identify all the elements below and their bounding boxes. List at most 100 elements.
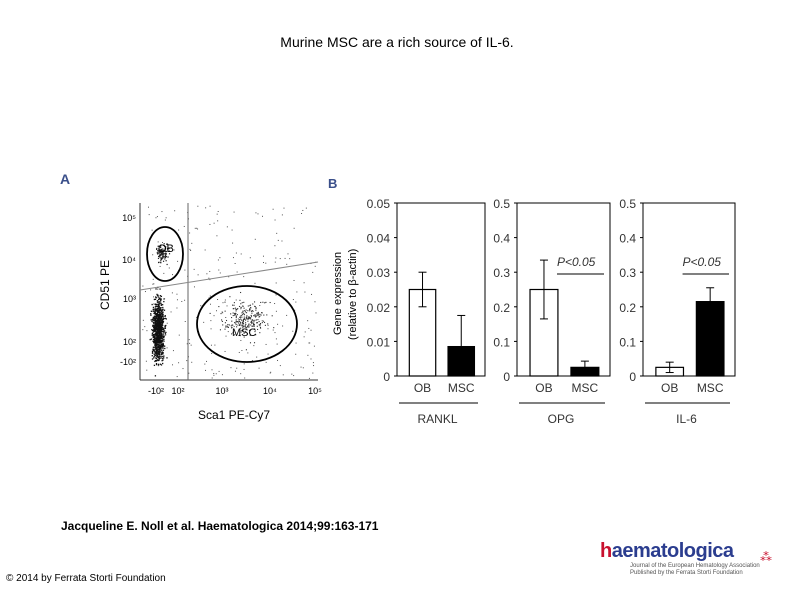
dotplot-event bbox=[159, 296, 161, 298]
dotplot-event bbox=[249, 342, 252, 344]
dotplot-event bbox=[248, 316, 250, 318]
dotplot-event bbox=[224, 310, 226, 312]
dotplot-event bbox=[239, 324, 241, 326]
dotplot-event bbox=[264, 324, 266, 326]
chart-frame bbox=[642, 202, 736, 377]
dotplot-event bbox=[254, 282, 256, 284]
dotplot bbox=[139, 203, 318, 381]
dotplot-event bbox=[155, 288, 157, 290]
dotplot-event bbox=[191, 361, 193, 363]
dotplot-event bbox=[155, 362, 158, 365]
dotplot-event bbox=[231, 320, 233, 322]
dotplot-event bbox=[262, 320, 264, 322]
dotplot-event bbox=[164, 315, 166, 317]
dotplot-event bbox=[172, 364, 174, 366]
dotplot-event bbox=[157, 241, 159, 243]
dotplot-event bbox=[235, 315, 237, 317]
dotplot-event bbox=[250, 321, 252, 323]
dotplot-event bbox=[301, 212, 303, 214]
dotplot-event bbox=[158, 359, 160, 361]
dotplot-event bbox=[156, 319, 159, 321]
dotplot-event bbox=[161, 353, 164, 355]
dotplot-event bbox=[145, 360, 147, 362]
dotplot-event bbox=[152, 319, 155, 321]
dotplot-event bbox=[165, 251, 167, 253]
dotplot-event bbox=[267, 323, 269, 325]
dotplot-event bbox=[313, 365, 315, 367]
dotplot-event bbox=[162, 320, 164, 323]
dotplot-event bbox=[156, 350, 158, 352]
dotplot-event bbox=[155, 360, 157, 362]
dotplot-event bbox=[164, 333, 166, 335]
ytick-label: 0.01 bbox=[367, 335, 391, 349]
dotplot-event bbox=[194, 227, 196, 229]
dotplot-event bbox=[236, 367, 238, 369]
dotplot-event bbox=[158, 314, 160, 316]
dotplot-event bbox=[153, 357, 155, 359]
dotplot-event bbox=[155, 343, 157, 345]
dotplot-event bbox=[187, 275, 189, 277]
bar-msc bbox=[570, 366, 600, 377]
dotplot-event bbox=[158, 248, 160, 250]
dotplot-event bbox=[240, 303, 242, 305]
dotplot-event bbox=[161, 335, 163, 337]
dotplot-event bbox=[157, 339, 159, 341]
dotplot-event bbox=[220, 313, 222, 315]
dotplot-event bbox=[162, 359, 164, 361]
dotplot-event bbox=[157, 310, 160, 313]
dotplot-event bbox=[157, 311, 159, 314]
dotplot-event bbox=[159, 339, 161, 341]
dotplot-event bbox=[158, 319, 161, 321]
dotplot-event bbox=[206, 273, 208, 275]
dotplot-event bbox=[250, 321, 253, 323]
dotplot-event bbox=[152, 321, 154, 323]
dotplot-event bbox=[160, 315, 163, 317]
dotplot-xtick-label: 10³ bbox=[215, 386, 228, 396]
dotplot-event bbox=[160, 257, 162, 259]
dotplot-event bbox=[165, 318, 167, 320]
dotplot-event bbox=[151, 358, 154, 360]
dotplot-event bbox=[265, 262, 267, 264]
dotplot-event bbox=[253, 323, 255, 326]
dotplot-event bbox=[159, 255, 161, 257]
dotplot-event bbox=[165, 260, 167, 262]
dotplot-event bbox=[248, 326, 250, 328]
dotplot-event bbox=[165, 331, 167, 334]
dotplot-event bbox=[164, 315, 166, 318]
dotplot-event bbox=[160, 341, 163, 343]
dotplot-event bbox=[153, 346, 156, 348]
dotplot-event bbox=[216, 213, 218, 215]
dotplot-event bbox=[161, 360, 163, 362]
dotplot-event bbox=[259, 332, 261, 334]
panel-a-xlabel: Sca1 PE-Cy7 bbox=[198, 408, 270, 422]
dotplot-event bbox=[160, 244, 162, 246]
dotplot-event bbox=[160, 346, 162, 348]
dotplot-event bbox=[160, 340, 162, 342]
dotplot-event bbox=[160, 342, 162, 344]
dotplot-event bbox=[261, 312, 263, 314]
dotplot-event bbox=[243, 312, 245, 315]
dotplot-event bbox=[156, 247, 158, 250]
dotplot-event bbox=[154, 308, 157, 311]
dotplot-event bbox=[166, 263, 168, 266]
dotplot-event bbox=[197, 228, 199, 230]
dotplot-event bbox=[152, 319, 154, 321]
dotplot-event bbox=[160, 304, 162, 306]
dotplot-event bbox=[158, 334, 161, 337]
dotplot-event bbox=[231, 324, 233, 326]
dotplot-event bbox=[154, 360, 156, 363]
dotplot-event bbox=[162, 309, 164, 311]
dotplot-event bbox=[160, 295, 163, 298]
dotplot-event bbox=[208, 297, 210, 299]
dotplot-event bbox=[156, 355, 159, 357]
dotplot-event bbox=[240, 331, 242, 333]
dotplot-event bbox=[259, 325, 261, 327]
dotplot-event bbox=[250, 314, 252, 316]
dotplot-event bbox=[178, 229, 180, 231]
dotplot-event bbox=[155, 305, 157, 307]
dotplot-xtick-label: 10⁴ bbox=[263, 386, 277, 396]
dotplot-event bbox=[240, 308, 242, 310]
dotplot-event bbox=[159, 318, 162, 321]
dotplot-event bbox=[173, 249, 175, 251]
panel-b: B Gene expression (relative to β-actin) … bbox=[328, 176, 736, 426]
